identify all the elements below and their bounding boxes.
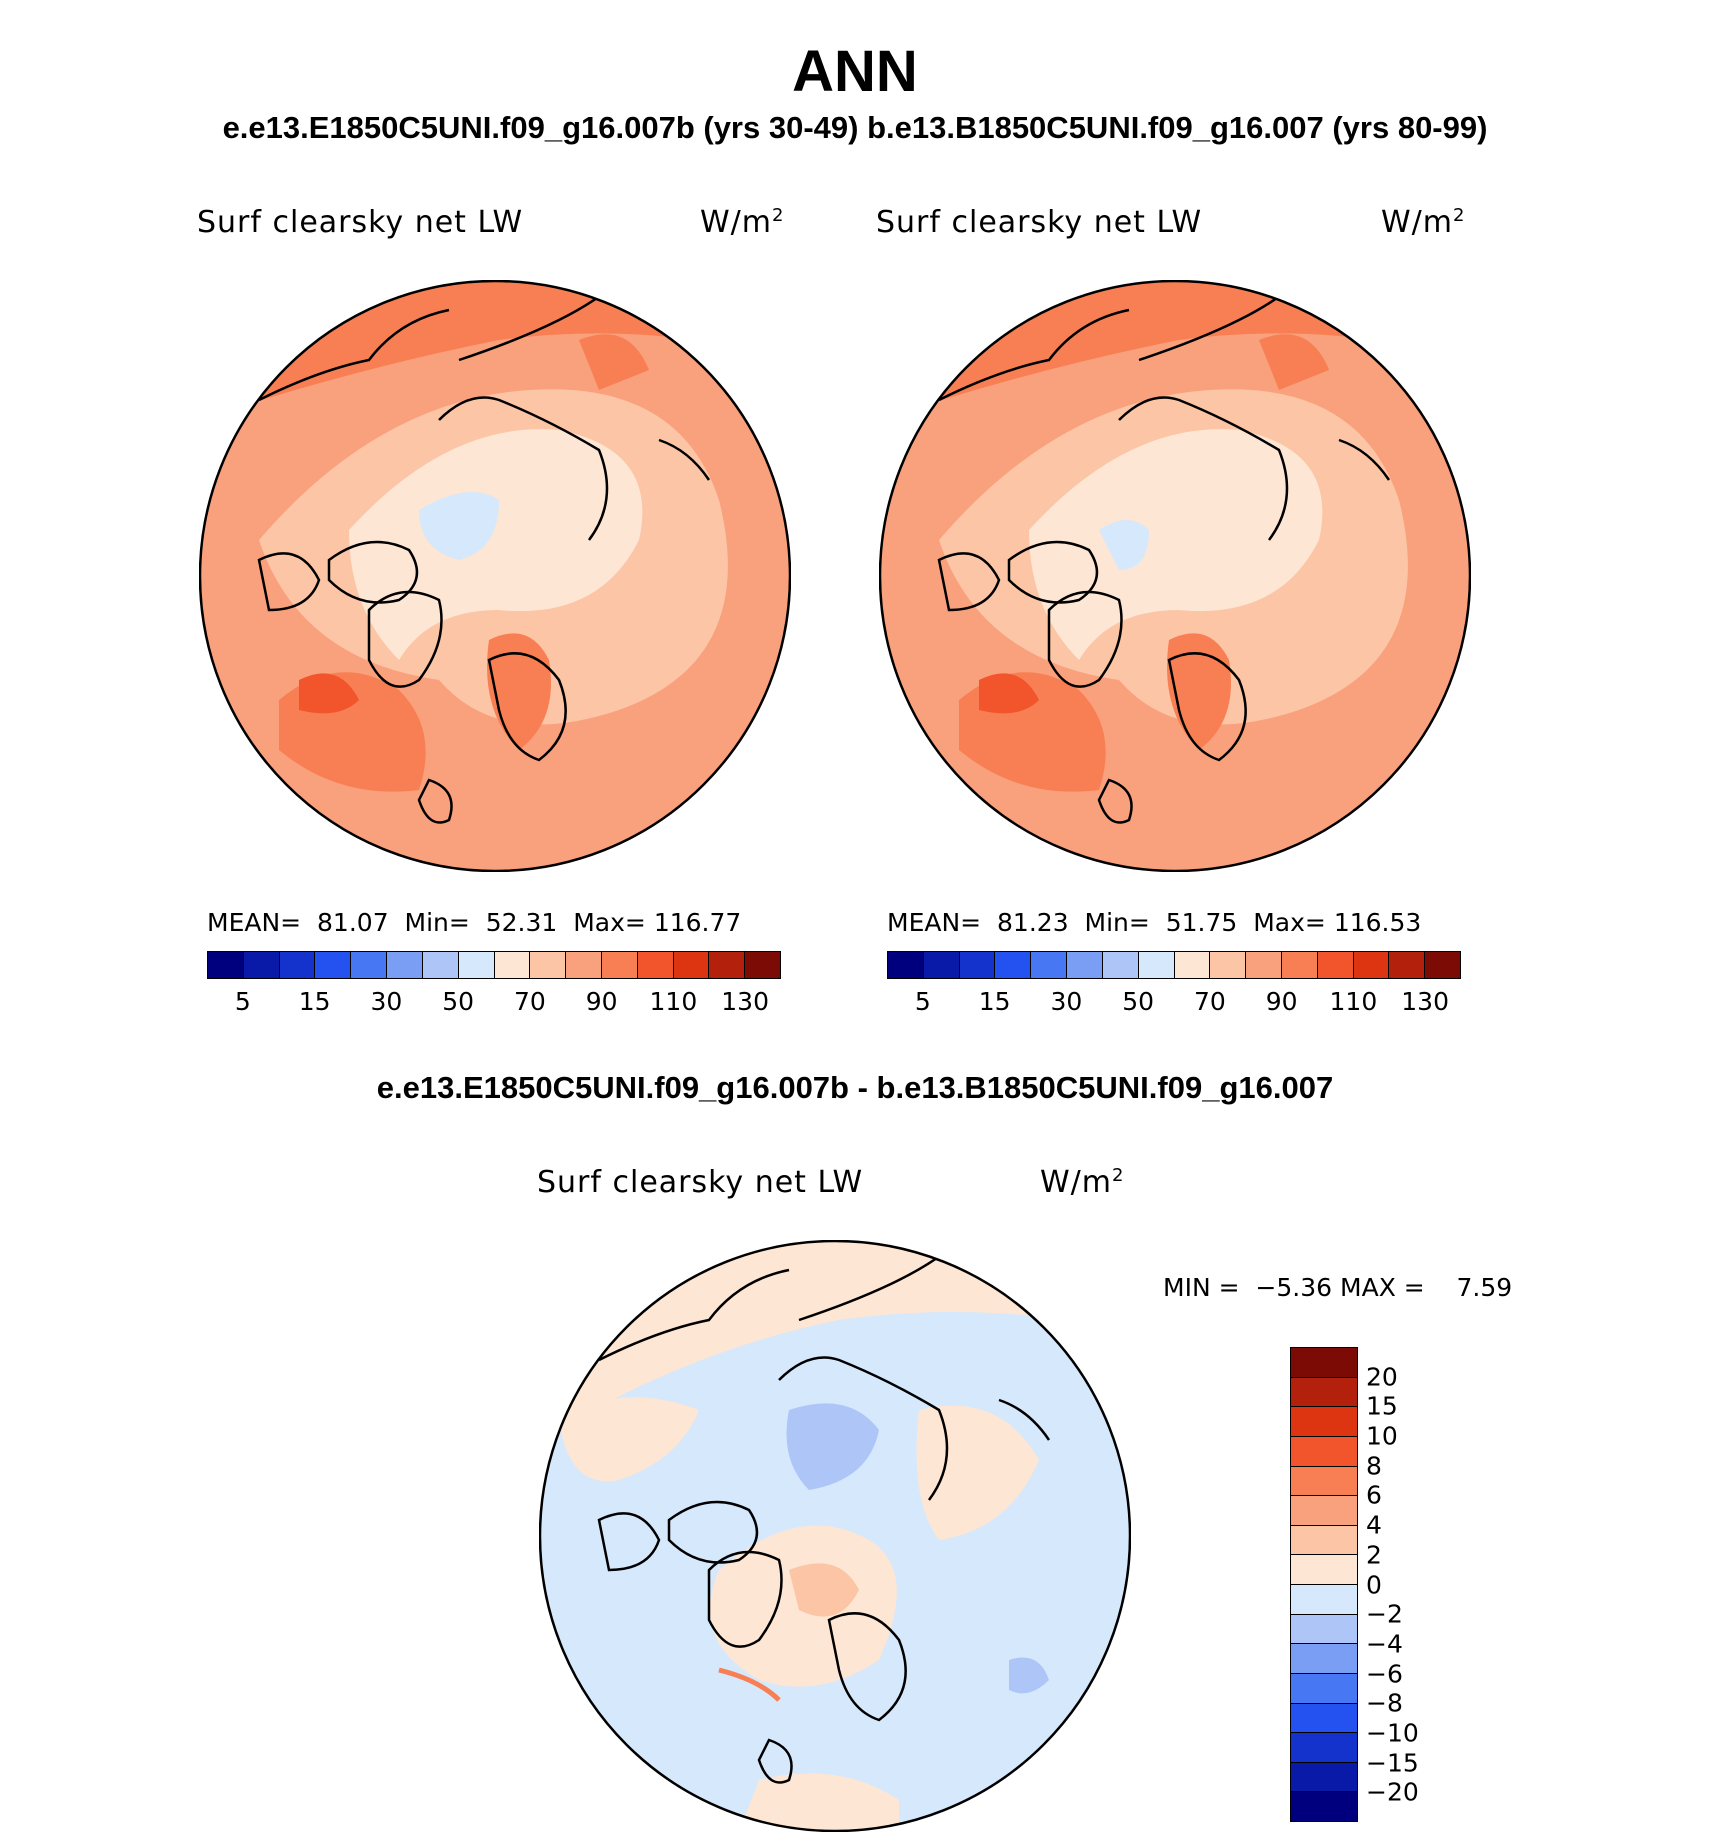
colorbar-difference <box>1290 1347 1358 1822</box>
colorbar-swatch <box>1291 1614 1357 1645</box>
panel1-units-label: W/m2 <box>700 205 785 240</box>
colorbar-tick-label: 10 <box>1366 1421 1398 1451</box>
colorbar-swatch <box>1291 1377 1357 1408</box>
colorbar-tick-label: −8 <box>1366 1688 1403 1718</box>
colorbar-swatch <box>1317 952 1354 978</box>
colorbar-tick-label: −20 <box>1366 1777 1419 1807</box>
panel2-stats: MEAN= 81.23 Min= 51.75 Max= 116.53 <box>887 908 1422 937</box>
colorbar-tick-label: 50 <box>442 987 475 1016</box>
colorbar-swatch <box>1291 1525 1357 1556</box>
colorbar-swatch <box>422 952 459 978</box>
colorbar-tick-label: 30 <box>1050 987 1083 1016</box>
colorbar-tick-label: 90 <box>585 987 618 1016</box>
panel2-units-label: W/m2 <box>1381 205 1466 240</box>
colorbar-swatch <box>1210 952 1247 978</box>
colorbar-swatch <box>959 952 996 978</box>
colorbar-tick-label: 70 <box>513 987 546 1016</box>
colorbar-swatch <box>1291 1585 1357 1615</box>
colorbar-tick-label: 130 <box>721 987 769 1016</box>
colorbar-swatch <box>1425 952 1460 978</box>
colorbar-swatch <box>1291 1644 1357 1674</box>
colorbar-swatch <box>709 952 746 978</box>
colorbar-swatch <box>458 952 495 978</box>
colorbar-tick-label: 5 <box>914 987 931 1016</box>
panel2-variable-label: Surf clearsky net LW <box>876 205 1203 240</box>
colorbar-tick-label: 30 <box>370 987 403 1016</box>
colorbar-swatch <box>1174 952 1211 978</box>
colorbar-swatch <box>923 952 960 978</box>
colorbar-swatch <box>1291 1703 1357 1734</box>
colorbar-swatch <box>1353 952 1390 978</box>
diff-variable-label: Surf clearsky net LW <box>537 1165 864 1200</box>
colorbar-swatch <box>1291 1436 1357 1467</box>
colorbar-tick-label: 15 <box>298 987 331 1016</box>
colorbar-swatch <box>888 952 924 978</box>
colorbar-swatch <box>1291 1555 1357 1585</box>
subtitle: e.e13.E1850C5UNI.f09_g16.007b (yrs 30-49… <box>222 110 1488 145</box>
colorbar-tick-label: 15 <box>1366 1391 1398 1421</box>
colorbar-tick-label: 8 <box>1366 1451 1382 1481</box>
colorbar-swatch <box>315 952 352 978</box>
colorbar-tick-label: −4 <box>1366 1629 1403 1659</box>
colorbar-tick-label: 0 <box>1366 1570 1382 1599</box>
colorbar-swatch <box>530 952 567 978</box>
colorbar-swatch <box>601 952 638 978</box>
colorbar-swatch <box>1067 952 1103 978</box>
colorbar-swatch <box>745 952 780 978</box>
colorbar-swatch <box>1389 952 1426 978</box>
colorbar-tick-label: 20 <box>1366 1362 1398 1392</box>
colorbar-swatch <box>387 952 423 978</box>
colorbar-swatch <box>1031 952 1068 978</box>
colorbar-swatch <box>1291 1496 1357 1526</box>
colorbar-swatch <box>566 952 602 978</box>
colorbar-tick-label: 70 <box>1193 987 1226 1016</box>
panel1-variable-label: Surf clearsky net LW <box>197 205 524 240</box>
colorbar-swatch <box>1291 1762 1357 1793</box>
colorbar-swatch <box>995 952 1032 978</box>
difference-stats: MIN = −5.36 MAX = 7.59 <box>1163 1273 1513 1302</box>
colorbar-tick-label: 90 <box>1265 987 1298 1016</box>
colorbar-tick-label: 5 <box>234 987 251 1016</box>
map-panel-1 <box>199 280 791 872</box>
panel1-stats: MEAN= 81.07 Min= 52.31 Max= 116.77 <box>207 908 742 937</box>
colorbar-tick-label: 15 <box>978 987 1011 1016</box>
colorbar-swatch <box>243 952 280 978</box>
colorbar-swatch <box>1291 1673 1357 1704</box>
colorbar-swatch <box>1291 1733 1357 1763</box>
colorbar-panel-1 <box>207 951 781 979</box>
colorbar-swatch <box>279 952 316 978</box>
colorbar-swatch <box>1291 1792 1357 1821</box>
colorbar-tick-label: −10 <box>1366 1718 1419 1748</box>
colorbar-tick-label: 50 <box>1122 987 1155 1016</box>
colorbar-swatch <box>1102 952 1139 978</box>
colorbar-tick-label: 110 <box>1329 987 1378 1016</box>
colorbar-tick-label: 6 <box>1366 1480 1382 1510</box>
colorbar-tick-label: −6 <box>1366 1659 1403 1689</box>
map-panel-2 <box>879 280 1471 872</box>
main-title: ANN <box>792 39 918 104</box>
colorbar-swatch <box>208 952 244 978</box>
colorbar-tick-label: 2 <box>1366 1540 1382 1570</box>
colorbar-tick-label: −2 <box>1366 1599 1403 1629</box>
difference-title: e.e13.E1850C5UNI.f09_g16.007b - b.e13.B1… <box>376 1070 1334 1105</box>
colorbar-swatch <box>1281 952 1318 978</box>
map-difference <box>539 1240 1131 1832</box>
colorbar-tick-label: 110 <box>649 987 698 1016</box>
colorbar-panel-2 <box>887 951 1461 979</box>
colorbar-swatch <box>1291 1348 1357 1378</box>
colorbar-tick-label: −15 <box>1366 1748 1419 1778</box>
colorbar-swatch <box>637 952 674 978</box>
colorbar-swatch <box>351 952 388 978</box>
colorbar-swatch <box>1246 952 1282 978</box>
colorbar-swatch <box>494 952 531 978</box>
colorbar-swatch <box>1291 1466 1357 1497</box>
colorbar-swatch <box>673 952 710 978</box>
colorbar-swatch <box>1291 1407 1357 1437</box>
colorbar-tick-label: 4 <box>1366 1510 1382 1540</box>
colorbar-tick-label: 130 <box>1401 987 1449 1016</box>
colorbar-swatch <box>1138 952 1175 978</box>
diff-units-label: W/m2 <box>1040 1165 1125 1200</box>
